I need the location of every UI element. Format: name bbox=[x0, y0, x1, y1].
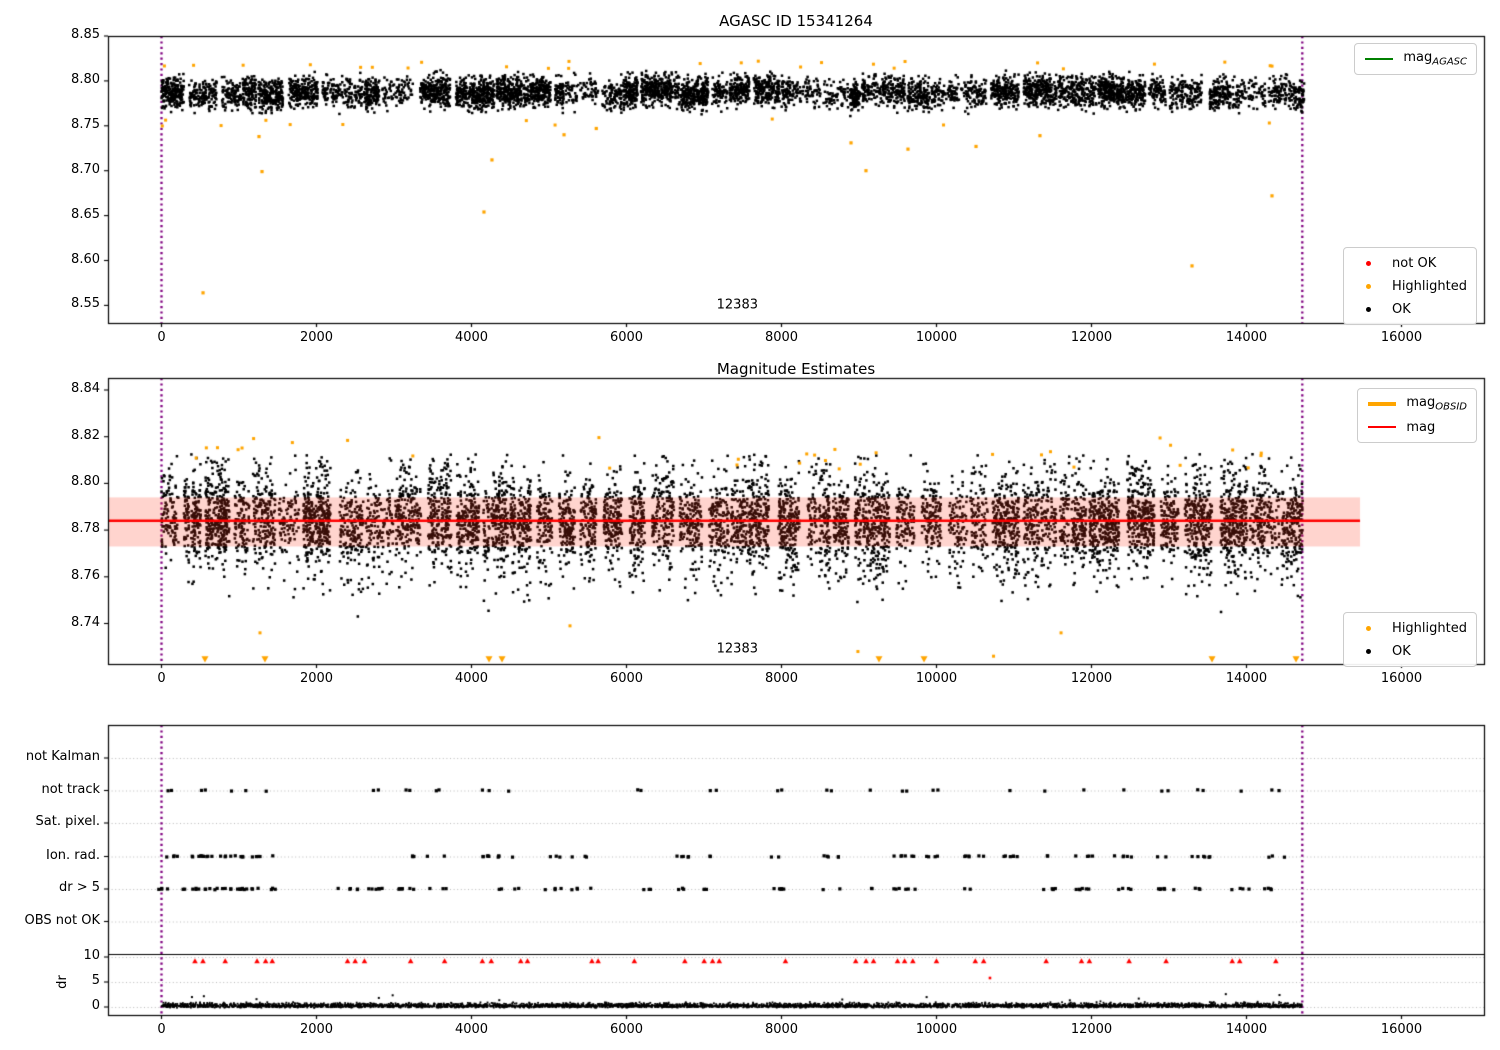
obsid-annotation-middle: 12383 bbox=[716, 641, 758, 657]
middle-plot-title: Magnitude Estimates bbox=[716, 360, 876, 378]
legend-label-mag-obsid: magOBSID bbox=[1406, 395, 1467, 413]
black-dot-swatch-icon bbox=[1353, 648, 1383, 654]
flag-row-label: OBS not OK bbox=[24, 912, 101, 928]
x-tick-label: 16000 bbox=[1380, 671, 1423, 686]
flag-row-label: Sat. pixel. bbox=[35, 814, 100, 829]
black-dot-swatch-icon bbox=[1353, 306, 1383, 312]
x-tick-label: 10000 bbox=[915, 671, 958, 686]
x-tick-label: 14000 bbox=[1225, 671, 1268, 686]
legend-mid-status: Highlighted OK bbox=[1343, 612, 1477, 667]
x-tick-label: 6000 bbox=[609, 330, 644, 345]
x-tick-label: 12000 bbox=[1070, 1022, 1113, 1037]
y-tick-label: 8.60 bbox=[71, 251, 100, 267]
y-tick-label: 8.74 bbox=[71, 614, 100, 630]
x-tick-label: 8000 bbox=[764, 330, 799, 345]
x-tick-label: 2000 bbox=[299, 671, 334, 686]
x-tick-label: 6000 bbox=[609, 671, 644, 686]
x-tick-label: 12000 bbox=[1070, 671, 1113, 686]
red-line-swatch-icon bbox=[1367, 426, 1397, 428]
flag-row-label: not Kalman bbox=[25, 749, 100, 764]
x-tick-label: 12000 bbox=[1070, 330, 1113, 345]
x-tick-label: 4000 bbox=[454, 1022, 489, 1037]
legend-row-ok-2: OK bbox=[1353, 641, 1467, 661]
x-tick-label: 8000 bbox=[764, 671, 799, 686]
x-tick-label: 0 bbox=[157, 671, 166, 686]
x-tick-label: 16000 bbox=[1380, 330, 1423, 345]
x-tick-label: 6000 bbox=[609, 1022, 644, 1037]
dr-tick-label: 5 bbox=[91, 973, 100, 988]
legend-row-mag-obsid: magOBSID bbox=[1367, 394, 1467, 414]
x-tick-label: 10000 bbox=[915, 1022, 958, 1037]
x-tick-label: 10000 bbox=[915, 330, 958, 345]
orange-line-swatch-icon bbox=[1367, 402, 1397, 406]
orange-dot-swatch-icon bbox=[1353, 283, 1383, 289]
orange-dot-swatch-icon bbox=[1353, 625, 1383, 631]
legend-label-ok-2: OK bbox=[1392, 643, 1411, 659]
x-tick-label: 2000 bbox=[299, 1022, 334, 1037]
y-tick-label: 8.84 bbox=[71, 381, 100, 396]
y-tick-label: 8.65 bbox=[71, 206, 100, 222]
dr-tick-label: 10 bbox=[83, 948, 100, 963]
y-tick-label: 8.85 bbox=[71, 27, 100, 42]
x-tick-label: 2000 bbox=[299, 330, 334, 345]
legend-label-highlighted: Highlighted bbox=[1392, 278, 1467, 294]
x-tick-label: 0 bbox=[157, 330, 166, 345]
y-tick-label: 8.80 bbox=[71, 71, 100, 87]
flag-row-label: dr > 5 bbox=[58, 880, 100, 895]
x-tick-label: 4000 bbox=[454, 671, 489, 686]
legend-row-mag-agasc: magAGASC bbox=[1364, 49, 1467, 69]
legend-label-mag-agasc: magAGASC bbox=[1403, 50, 1467, 68]
legend-label-highlighted-2: Highlighted bbox=[1392, 620, 1467, 636]
y-tick-label: 8.82 bbox=[71, 427, 100, 443]
legend-row-not-ok: not OK bbox=[1353, 253, 1467, 273]
y-tick-label: 8.70 bbox=[71, 161, 100, 177]
y-tick-label: 8.76 bbox=[71, 567, 100, 583]
top-plot-title: AGASC ID 15341264 bbox=[719, 12, 873, 30]
y-tick-label: 8.78 bbox=[71, 521, 100, 537]
flag-row-label: Ion. rad. bbox=[46, 847, 100, 863]
legend-top-status: not OK Highlighted OK bbox=[1343, 247, 1477, 325]
x-tick-label: 14000 bbox=[1225, 1022, 1268, 1037]
x-tick-label: 14000 bbox=[1225, 330, 1268, 345]
legend-label-ok: OK bbox=[1392, 301, 1411, 317]
flag-row-label: not track bbox=[41, 781, 100, 797]
x-tick-label: 16000 bbox=[1380, 1022, 1423, 1037]
x-tick-label: 0 bbox=[157, 1022, 166, 1037]
legend-label-mag: mag bbox=[1406, 419, 1436, 435]
y-tick-label: 8.55 bbox=[71, 296, 100, 312]
legend-row-highlighted-2: Highlighted bbox=[1353, 618, 1467, 638]
green-line-swatch-icon bbox=[1364, 58, 1394, 60]
legend-label-not-ok: not OK bbox=[1392, 255, 1437, 271]
red-dot-swatch-icon bbox=[1353, 260, 1383, 266]
y-tick-label: 8.80 bbox=[71, 474, 100, 490]
legend-row-highlighted: Highlighted bbox=[1353, 276, 1467, 296]
x-tick-label: 4000 bbox=[454, 330, 489, 345]
legend-mag-obsid: magOBSID mag bbox=[1357, 388, 1477, 443]
dr-tick-label: 0 bbox=[91, 998, 100, 1013]
legend-mag-agasc: magAGASC bbox=[1354, 43, 1477, 75]
obsid-annotation-top: 12383 bbox=[716, 297, 758, 312]
y-tick-label: 8.75 bbox=[71, 116, 100, 132]
x-tick-label: 8000 bbox=[764, 1022, 799, 1037]
legend-row-ok: OK bbox=[1353, 299, 1467, 319]
legend-row-mag: mag bbox=[1367, 417, 1467, 437]
